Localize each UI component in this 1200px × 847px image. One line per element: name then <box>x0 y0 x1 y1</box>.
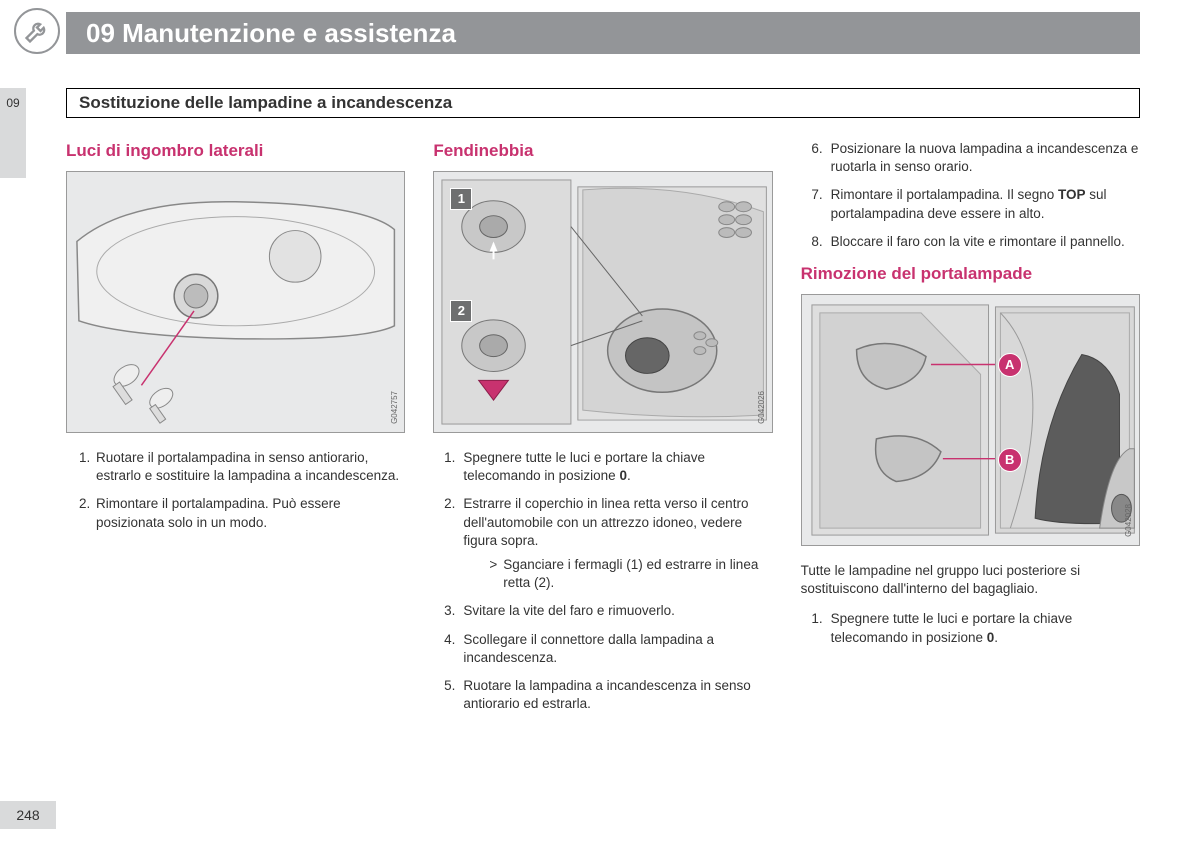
col1-step-2: Rimontare il portalampadina. Può essere … <box>94 495 405 531</box>
callout-2: 2 <box>450 300 472 322</box>
col3-step-7: 7. Rimontare il portalampadina. Il segno… <box>801 186 1140 222</box>
callout-a: A <box>998 353 1022 377</box>
step-text: Spegnere tutte le luci e portare la chia… <box>831 610 1140 646</box>
col2-heading: Fendinebbia <box>433 140 772 163</box>
column-1: Luci di ingombro laterali G042757 Ruotar… <box>66 140 405 787</box>
substep: > Sganciare i fermagli (1) ed estrarre i… <box>463 556 772 592</box>
step-text: Ruotare la lampadina a incandescenza in … <box>463 677 772 713</box>
figure-headlamp: G042757 <box>66 171 405 433</box>
col2-step-4: 4. Scollegare il connettore dalla lampad… <box>433 631 772 667</box>
step-num: 1. <box>803 610 831 646</box>
figure-code-1: G042757 <box>390 391 401 424</box>
step-num: 7. <box>803 186 831 222</box>
column-2: Fendinebbia <box>433 140 772 787</box>
col2-steps-a: 1. Spegnere tutte le luci e portare la c… <box>433 449 772 714</box>
figure-foglamp: 1 2 G042026 <box>433 171 772 433</box>
step-num: 8. <box>803 233 831 251</box>
step-text: Bloccare il faro con la vite e rimontare… <box>831 233 1140 251</box>
figure-trunk: A B G042028 <box>801 294 1140 546</box>
headlamp-illustration <box>67 172 404 432</box>
trunk-illustration <box>802 295 1139 545</box>
col3-step-8: 8. Bloccare il faro con la vite e rimont… <box>801 233 1140 251</box>
step-text: Svitare la vite del faro e rimuoverlo. <box>463 602 772 620</box>
callout-1: 1 <box>450 188 472 210</box>
col2-step-2: 2. Estrarre il coperchio in linea retta … <box>433 495 772 592</box>
step-num: 2. <box>435 495 463 592</box>
chapter-tab: 09 <box>0 88 26 178</box>
step-text: Estrarre il coperchio in linea retta ver… <box>463 495 772 592</box>
wrench-icon <box>14 8 60 54</box>
step-num: 6. <box>803 140 831 176</box>
col1-heading: Luci di ingombro laterali <box>66 140 405 163</box>
figure-code-3: G042028 <box>1124 504 1135 537</box>
page-number: 248 <box>0 801 56 829</box>
chapter-tab-number: 09 <box>6 96 19 110</box>
col3-steps-top: 6. Posizionare la nuova lampadina a inca… <box>801 140 1140 251</box>
col3-intro: Tutte le lampadine nel gruppo luci poste… <box>801 562 1140 598</box>
col2-step-1: 1. Spegnere tutte le luci e portare la c… <box>433 449 772 485</box>
arrow-icon: > <box>489 556 497 592</box>
step-text: Spegnere tutte le luci e portare la chia… <box>463 449 772 485</box>
step-num: 5. <box>435 677 463 713</box>
section-subtitle: Sostituzione delle lampadine a incandesc… <box>66 88 1140 118</box>
column-3: 6. Posizionare la nuova lampadina a inca… <box>801 140 1140 787</box>
col3-steps-bottom: 1. Spegnere tutte le luci e portare la c… <box>801 610 1140 646</box>
col2-step-5: 5. Ruotare la lampadina a incandescenza … <box>433 677 772 713</box>
content-area: Luci di ingombro laterali G042757 Ruotar… <box>66 140 1140 787</box>
step-num: 1. <box>435 449 463 485</box>
subtitle-text: Sostituzione delle lampadine a incandesc… <box>79 93 452 113</box>
col3-heading: Rimozione del portalampade <box>801 263 1140 286</box>
col1-steps: Ruotare il portalampadina in senso antio… <box>66 449 405 532</box>
step-text: Posizionare la nuova lampadina a incande… <box>831 140 1140 176</box>
chapter-title: 09 Manutenzione e assistenza <box>86 18 456 49</box>
figure-code-2: G042026 <box>757 391 768 424</box>
step-text: Scollegare il connettore dalla lampadina… <box>463 631 772 667</box>
col3-step-6: 6. Posizionare la nuova lampadina a inca… <box>801 140 1140 176</box>
page-number-text: 248 <box>16 807 39 823</box>
step-num: 4. <box>435 631 463 667</box>
step-text: Rimontare il portalampadina. Il segno TO… <box>831 186 1140 222</box>
chapter-header: 09 Manutenzione e assistenza <box>66 12 1140 54</box>
callout-b: B <box>998 448 1022 472</box>
col3-bottom-step-1: 1. Spegnere tutte le luci e portare la c… <box>801 610 1140 646</box>
col1-step-1: Ruotare il portalampadina in senso antio… <box>94 449 405 485</box>
col2-step-3: 3. Svitare la vite del faro e rimuoverlo… <box>433 602 772 620</box>
foglamp-illustration <box>434 172 771 432</box>
step-num: 3. <box>435 602 463 620</box>
